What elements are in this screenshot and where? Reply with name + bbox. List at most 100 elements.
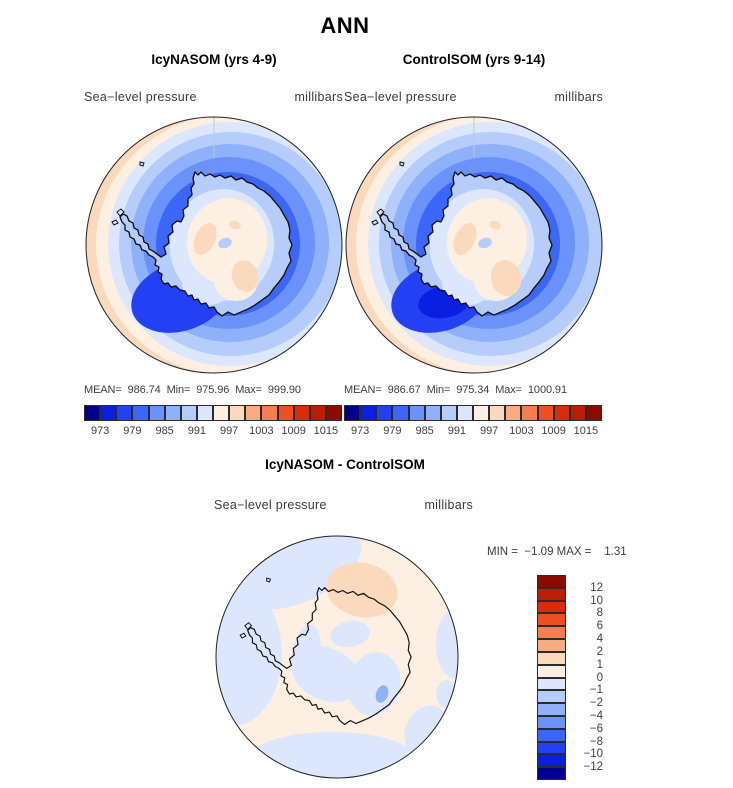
island-outline — [244, 622, 253, 631]
colorbar-segment — [261, 405, 278, 421]
units-label: millibars — [424, 498, 473, 512]
panel-title-diff: IcyNASOM - ControlSOM — [265, 457, 425, 472]
colorbar-tick-label: −8 — [589, 735, 603, 748]
colorbar-tick-label: 6 — [596, 620, 603, 633]
antarctica-landmass — [88, 161, 293, 317]
colorbar-tick-label: −4 — [589, 709, 603, 722]
island-outline — [116, 208, 125, 217]
colorbar-segment — [537, 600, 566, 614]
colorbar-segment — [440, 405, 457, 421]
colorbar-tick-label: 0 — [596, 671, 603, 684]
colorbar-tick-label: 10 — [590, 594, 603, 607]
colorbar-segment — [360, 405, 377, 421]
colorbar-segment — [180, 405, 197, 421]
colorbar-segment — [213, 405, 230, 421]
label-row-left: Sea−level pressure millibars — [84, 90, 343, 104]
island-outline — [88, 199, 94, 204]
colorbar-tick-label: −1 — [589, 684, 603, 697]
label-row-right: Sea−level pressure millibars — [344, 90, 603, 104]
pressure-colorbar-left: 973 979 985 991 997 1003 1009 1015 — [84, 405, 342, 437]
island-outline — [239, 632, 247, 639]
colorbar-segment — [537, 754, 566, 768]
colorbar-segment — [229, 405, 246, 421]
colorbar-tick-label: 991 — [187, 425, 207, 437]
map-circle-outline — [345, 116, 603, 374]
colorbar-tick-label: 985 — [155, 425, 174, 437]
island-outline — [348, 199, 354, 204]
colorbar-segment — [148, 405, 165, 421]
antarctica-outline — [247, 587, 412, 726]
colorbar-segment — [116, 405, 133, 421]
colorbar-tick-label: −2 — [589, 696, 603, 709]
colorbar-segment — [537, 639, 566, 652]
map-icynasom — [85, 116, 343, 374]
label-row-diff: Sea−level pressure millibars — [214, 498, 473, 512]
colorbar-segment — [293, 405, 310, 421]
island-outline — [376, 208, 385, 217]
colorbar-segment — [376, 405, 393, 421]
colorbar-segment — [505, 405, 522, 421]
pressure-colorbar-right: 973 979 985 991 997 1003 1009 1015 — [344, 405, 602, 437]
island-outline — [371, 219, 379, 226]
colorbar-segment — [537, 767, 566, 780]
colorbar-tick-label: 1003 — [509, 425, 534, 437]
colorbar-segment — [537, 626, 566, 640]
minmax-line: MIN = −1.09 MAX = 1.31 — [487, 546, 627, 558]
panel-title-icynasom: IcyNASOM (yrs 4-9) — [151, 52, 277, 67]
colorbar-segment — [537, 613, 566, 627]
stats-line-left: MEAN= 986.74 Min= 975.96 Max= 999.90 — [84, 384, 301, 396]
colorbar-tick-label: −10 — [583, 748, 603, 761]
map-controlsom — [345, 116, 603, 374]
field-label: Sea−level pressure — [344, 90, 457, 104]
colorbar-tick-label: 1015 — [313, 425, 339, 437]
colorbar-segment — [132, 405, 149, 421]
units-label: millibars — [294, 90, 343, 104]
island-outline — [217, 613, 223, 618]
colorbar-segment — [537, 651, 566, 665]
antarctica-landmass — [348, 161, 553, 317]
colorbar-segment — [537, 587, 566, 601]
colorbar-segment — [537, 741, 566, 755]
colorbar-segment — [277, 405, 294, 421]
colorbar-tick-label: 1009 — [281, 425, 306, 437]
colorbar-segment — [537, 690, 566, 704]
colorbar-segment — [537, 575, 566, 588]
colorbar-tick-label: 1009 — [541, 425, 566, 437]
island-outline — [139, 161, 145, 167]
colorbar-tick-label: 1 — [596, 658, 603, 671]
colorbar-segment — [344, 405, 361, 421]
units-label: millibars — [554, 90, 603, 104]
colorbar-tick-label: 997 — [219, 425, 239, 437]
colorbar-segment — [569, 405, 586, 421]
map-difference — [215, 535, 459, 779]
colorbar-segment — [553, 405, 570, 421]
field-label: Sea−level pressure — [214, 498, 327, 512]
map-circle-outline — [85, 116, 343, 374]
colorbar-tick-label: 991 — [447, 425, 467, 437]
colorbar-tick-label: 985 — [415, 425, 434, 437]
colorbar-segment — [392, 405, 409, 421]
colorbar-segment — [537, 715, 566, 729]
colorbar-tick-label: 2 — [596, 645, 603, 658]
island-outline — [111, 219, 119, 226]
colorbar-segment — [100, 405, 117, 421]
colorbar-segment — [489, 405, 506, 421]
colorbar-tick-label: 973 — [90, 425, 110, 437]
colorbar-segment — [473, 405, 490, 421]
colorbar-segment — [521, 405, 538, 421]
colorbar-segment — [325, 405, 342, 421]
diff-colorbar: 12 10 8 6 4 2 1 0 −1 −2 −4 −6 −8 −10 −12 — [537, 575, 603, 780]
colorbar-segment — [424, 405, 441, 421]
colorbar-tick-label: −12 — [583, 760, 603, 773]
colorbar-segment — [245, 405, 262, 421]
colorbar-tick-label: 1015 — [573, 425, 599, 437]
island-outline — [399, 161, 405, 167]
colorbar-tick-label: 979 — [123, 425, 142, 437]
map-circle-outline — [215, 535, 459, 779]
colorbar-segment — [164, 405, 181, 421]
panel-title-controlsom: ControlSOM (yrs 9-14) — [402, 52, 546, 67]
colorbar-tick-label: −6 — [589, 722, 603, 735]
figure-title: ANN — [320, 13, 370, 38]
colorbar-tick-label: 997 — [479, 425, 499, 437]
